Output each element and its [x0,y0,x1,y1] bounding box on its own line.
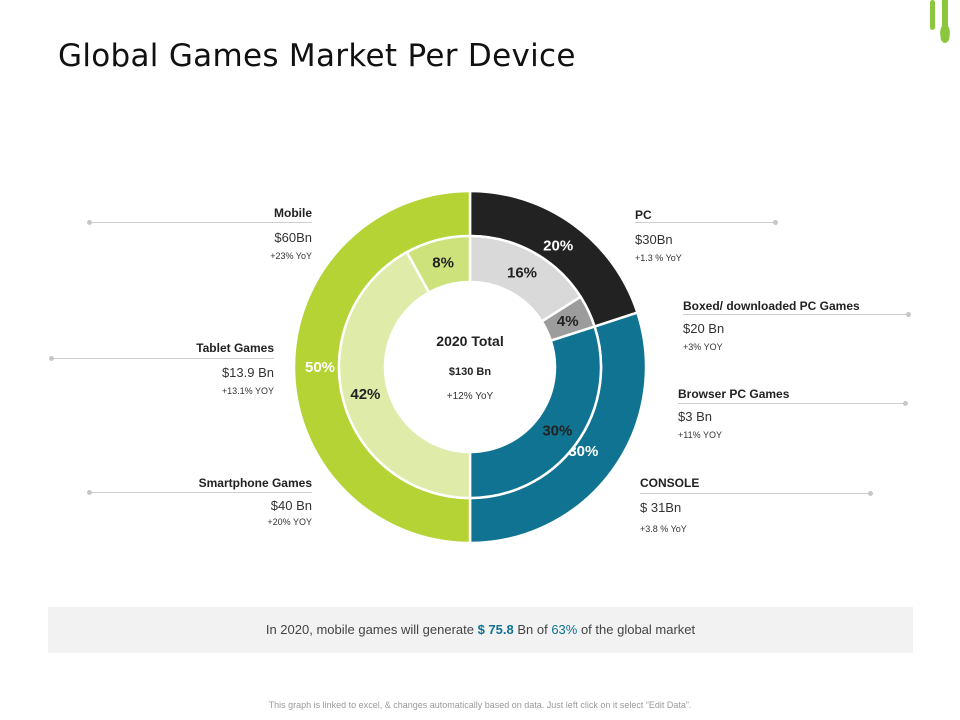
label-tablet-yoy: +13.1% YOY [221,386,274,396]
banner-amount: $ 75.8 [477,622,514,637]
leader-line-pc [635,222,775,223]
center-yoy: +12% YoY [446,391,494,402]
label-pc-name: PC [635,208,652,222]
fork-spoon-logo-icon [930,0,950,43]
center-amount: $130 Bn [448,366,492,378]
label-boxed-name: Boxed/ downloaded PC Games [683,299,860,313]
label-smartphone-yoy: +20% YOY [267,517,312,527]
leader-line-console [640,493,870,494]
inner-label-console: 30% [542,422,572,439]
label-browser: Browser PC Games $3 Bn +11% YOY [678,387,908,440]
outer-label-pc: 20% [543,238,573,255]
inner-label-tablet-games: 8% [432,254,454,271]
footnote: This graph is linked to excel, & changes… [268,700,692,710]
label-smartphone: Smartphone Games $40 Bn +20% YOY [140,476,312,527]
label-mobile-name: Mobile [274,206,312,220]
label-mobile: Mobile $60Bn +23% YoY [160,206,312,261]
label-console-amount: $ 31Bn [640,500,682,515]
label-pc-amount: $30Bn [635,232,673,247]
label-mobile-amount: $60Bn [274,230,312,245]
banner-share: 63% [551,622,578,637]
label-pc-yoy: +1.3 % YoY [635,253,682,263]
label-tablet-amount: $13.9 Bn [221,365,274,380]
leader-line-smartphone [90,492,312,493]
inner-slice-console[interactable] [468,324,603,500]
leader-dot-pc [773,220,778,225]
label-pc: PC $30Bn +1.3 % YoY [635,208,835,263]
label-tablet: Tablet Games $13.9 Bn +13.1% YOY [120,341,274,396]
leader-dot-console [868,491,873,496]
leader-dot-smartphone [87,490,92,495]
label-smartphone-amount: $40 Bn [270,498,312,513]
inner-slice-tablet-games[interactable] [405,234,472,295]
leader-dot-tablet [49,356,54,361]
leader-line-browser [678,403,905,404]
label-browser-amount: $3 Bn [678,409,712,424]
outer-label-console: 30% [568,443,598,460]
label-console: CONSOLE $ 31Bn +3.8 % YoY [640,476,870,534]
label-boxed-yoy: +3% YOY [683,342,723,352]
leader-dot-browser [903,401,908,406]
inner-slice-smartphone-games[interactable] [337,250,472,500]
banner-suffix: of the global market [577,622,696,637]
outer-label-mobile: 50% [305,359,335,376]
label-smartphone-name: Smartphone Games [198,476,312,490]
label-browser-yoy: +11% YOY [678,430,722,440]
label-boxed: Boxed/ downloaded PC Games $20 Bn +3% YO… [683,299,913,352]
inner-label-boxed-downloaded-pc-games: 16% [507,264,537,281]
label-console-yoy: +3.8 % YoY [640,524,687,534]
leader-dot-boxed [906,312,911,317]
banner-middle: Bn of [513,622,552,637]
leader-line-tablet [52,358,274,359]
label-tablet-name: Tablet Games [196,341,274,355]
leader-dot-mobile [87,220,92,225]
inner-label-browser-pc-games: 4% [557,313,579,330]
label-browser-name: Browser PC Games [678,387,790,401]
page-title: Global Games Market Per Device [58,38,576,74]
banner-prefix: In 2020, mobile games will generate [265,622,478,637]
label-boxed-amount: $20 Bn [683,321,725,336]
label-mobile-yoy: +23% YoY [270,251,312,261]
summary-banner: In 2020, mobile games will generate $ 75… [48,607,913,653]
inner-label-smartphone-games: 42% [350,386,380,403]
leader-line-boxed [683,314,908,315]
inner-ring [337,234,603,500]
center-title: 2020 Total [436,333,504,349]
label-console-name: CONSOLE [640,476,700,490]
leader-line-mobile [90,222,312,223]
